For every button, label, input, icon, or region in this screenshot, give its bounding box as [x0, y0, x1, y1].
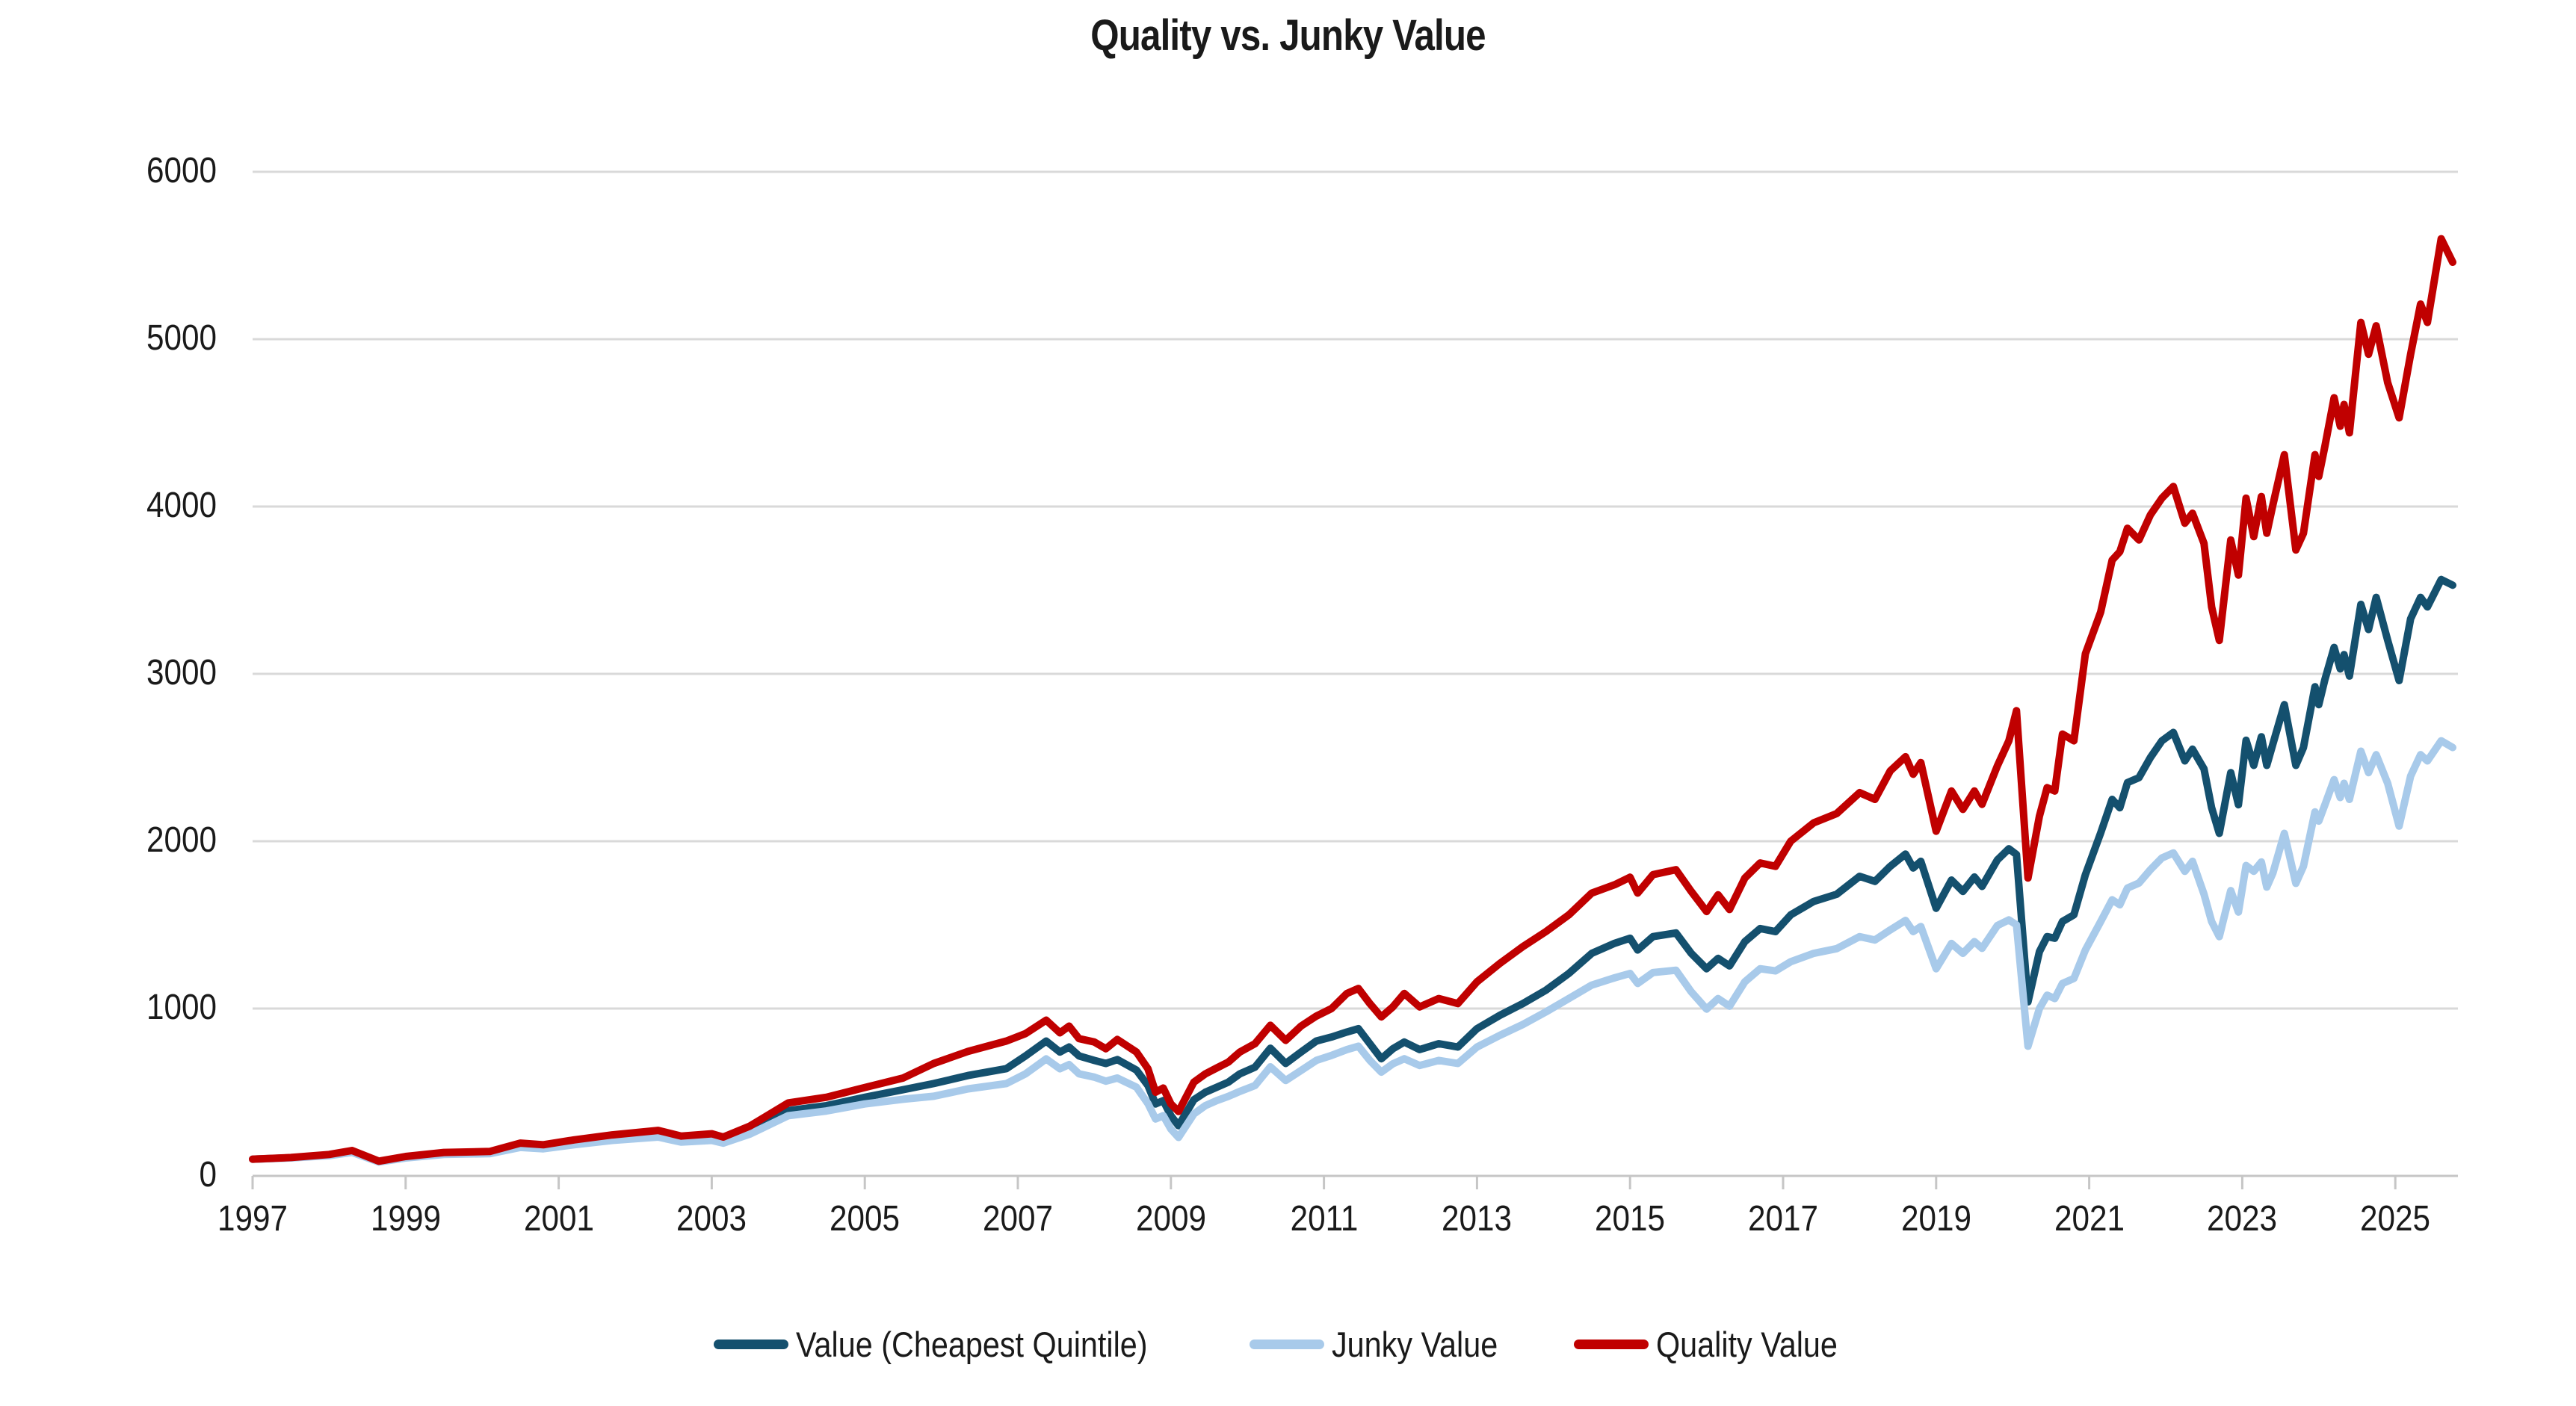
y-axis-tick-label: 0	[199, 1155, 217, 1195]
x-axis-tick-label: 2009	[1135, 1199, 1206, 1239]
legend-line-swatch	[1574, 1340, 1649, 1349]
x-axis-tick-label: 1999	[370, 1199, 441, 1239]
x-axis-tick-label: 2021	[2054, 1199, 2125, 1239]
x-axis-tick-label: 2013	[1442, 1199, 1513, 1239]
legend-line-swatch	[713, 1340, 788, 1349]
chart-title: Quality vs. Junky Value	[1090, 11, 1486, 60]
series-line-junky-value	[249, 737, 2456, 1166]
legend-item: Quality Value	[1574, 1324, 1862, 1365]
legend-item: Value (Cheapest Quintile)	[713, 1324, 1196, 1365]
y-axis-tick-label: 1000	[146, 988, 217, 1027]
y-axis-tick-label: 2000	[146, 820, 217, 860]
x-axis-tick-label: 2023	[2207, 1199, 2278, 1239]
x-axis-tick-label: 2019	[1900, 1199, 1971, 1239]
legend: Value (Cheapest Quintile) Junky Value Qu…	[0, 1324, 2576, 1365]
x-axis-tick-label: 2017	[1748, 1199, 1818, 1239]
legend-label: Junky Value	[1331, 1325, 1498, 1364]
legend-label: Value (Cheapest Quintile)	[795, 1325, 1148, 1364]
x-axis-tick-label: 2007	[983, 1199, 1053, 1239]
x-axis-tick-label: 2003	[676, 1199, 747, 1239]
x-axis-tick-label: 1997	[217, 1199, 288, 1239]
y-axis-tick-label: 3000	[146, 653, 217, 693]
y-axis-tick-label: 4000	[146, 486, 217, 525]
legend-label: Quality Value	[1656, 1325, 1838, 1364]
legend-item: Junky Value	[1249, 1324, 1521, 1365]
x-axis-tick-label: 2001	[523, 1199, 594, 1239]
x-axis-tick-label: 2011	[1290, 1199, 1359, 1239]
x-axis-tick-label: 2015	[1595, 1199, 1666, 1239]
x-axis-tick-label: 2025	[2360, 1199, 2431, 1239]
y-axis-tick-label: 6000	[146, 151, 217, 191]
y-axis-tick-label: 5000	[146, 318, 217, 358]
legend-line-swatch	[1249, 1340, 1324, 1349]
series-line-value-cheapest-quintile	[249, 575, 2456, 1165]
x-axis-tick-label: 2005	[830, 1199, 901, 1239]
series-line-quality-value	[249, 235, 2456, 1165]
